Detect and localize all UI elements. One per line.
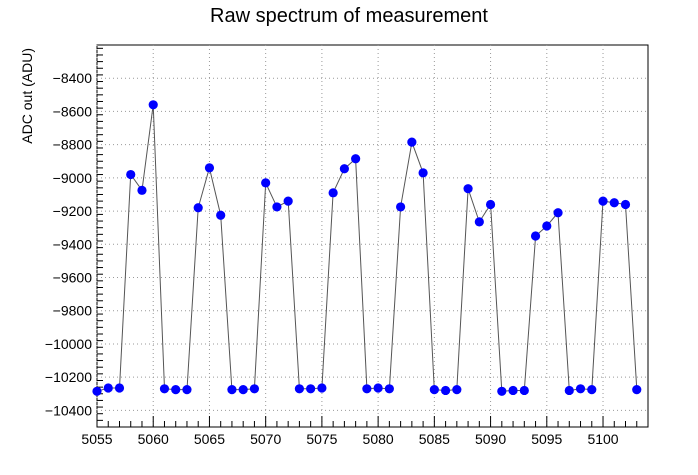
- data-point: [564, 385, 574, 396]
- data-point: [249, 384, 260, 394]
- data-point: [294, 384, 305, 394]
- x-tick-label: 5095: [531, 431, 562, 447]
- data-point: [384, 384, 394, 394]
- data-point: [103, 383, 113, 393]
- data-point: [609, 198, 619, 208]
- data-point: [114, 383, 125, 393]
- y-tick-label: −10000: [45, 336, 92, 352]
- data-point: [238, 385, 248, 395]
- x-tick-label: 5060: [138, 431, 169, 447]
- x-tick-label: 5065: [194, 431, 225, 447]
- data-point: [632, 385, 642, 395]
- data-point: [587, 385, 597, 395]
- grid: [96, 45, 648, 427]
- x-tick-label: 5080: [363, 431, 394, 447]
- data-point: [553, 208, 563, 218]
- data-point: [440, 385, 451, 396]
- data-point: [575, 384, 586, 394]
- data-point: [497, 386, 507, 396]
- y-tick-label: −9600: [53, 270, 93, 286]
- data-point: [204, 163, 215, 173]
- y-tick-label: −10400: [45, 402, 92, 418]
- data-point: [429, 385, 439, 395]
- y-tick-label: −9200: [53, 203, 93, 219]
- data-point: [193, 203, 203, 213]
- x-tick-label: 5075: [306, 431, 337, 447]
- data-point: [396, 202, 406, 212]
- y-tick-label: −10200: [45, 369, 92, 385]
- data-point: [182, 385, 192, 395]
- data-point: [463, 184, 473, 194]
- data-point: [159, 384, 170, 394]
- y-tick-label: −9000: [53, 170, 93, 186]
- data-point: [519, 385, 529, 396]
- chart-title: Raw spectrum of measurement: [210, 5, 488, 27]
- x-axis: 5055 5060 5065 5070 5075 5080 5085 5090 5095 5100: [81, 416, 649, 447]
- data-point: [171, 385, 181, 395]
- data-point: [418, 168, 428, 178]
- data-point: [283, 196, 293, 206]
- x-tick-label: 5100: [587, 431, 618, 447]
- data-point: [339, 164, 349, 174]
- y-tick-label: −9800: [53, 303, 93, 319]
- x-tick-label: 5090: [475, 431, 506, 447]
- y-tick-label: −8400: [53, 70, 93, 86]
- data-point: [306, 384, 316, 394]
- y-axis: −10400 −10200 −10000 −9800 −9600 −9400 −9200 −9…: [45, 47, 103, 428]
- data-point: [620, 199, 631, 210]
- data-point: [452, 385, 462, 395]
- y-tick-label: −8600: [53, 103, 93, 119]
- y-axis-title: ADC out (ADU): [19, 48, 35, 144]
- series-layer: [92, 100, 642, 396]
- x-tick-label: 5055: [81, 431, 112, 447]
- data-point: [137, 185, 147, 195]
- data-point: [148, 100, 158, 110]
- data-point: [407, 137, 417, 147]
- series-line: [96, 104, 638, 392]
- data-point: [317, 383, 327, 393]
- data-point: [261, 178, 271, 188]
- data-point: [598, 196, 608, 206]
- data-point: [126, 169, 136, 180]
- data-point: [351, 154, 361, 164]
- data-point: [227, 385, 237, 395]
- y-tick-label: −9400: [53, 236, 93, 252]
- data-point: [474, 217, 484, 227]
- data-point: [530, 231, 541, 241]
- x-tick-label: 5085: [419, 431, 450, 447]
- plot-area: [96, 44, 649, 428]
- data-point: [362, 384, 372, 394]
- x-tick-label: 5070: [250, 431, 281, 447]
- data-point: [508, 385, 518, 396]
- data-point: [92, 386, 102, 396]
- data-point: [485, 199, 496, 210]
- data-point: [542, 221, 552, 231]
- y-tick-label: −8800: [53, 137, 93, 153]
- data-point: [272, 202, 282, 212]
- data-point: [328, 188, 338, 198]
- data-point: [373, 383, 383, 393]
- data-point: [216, 210, 226, 220]
